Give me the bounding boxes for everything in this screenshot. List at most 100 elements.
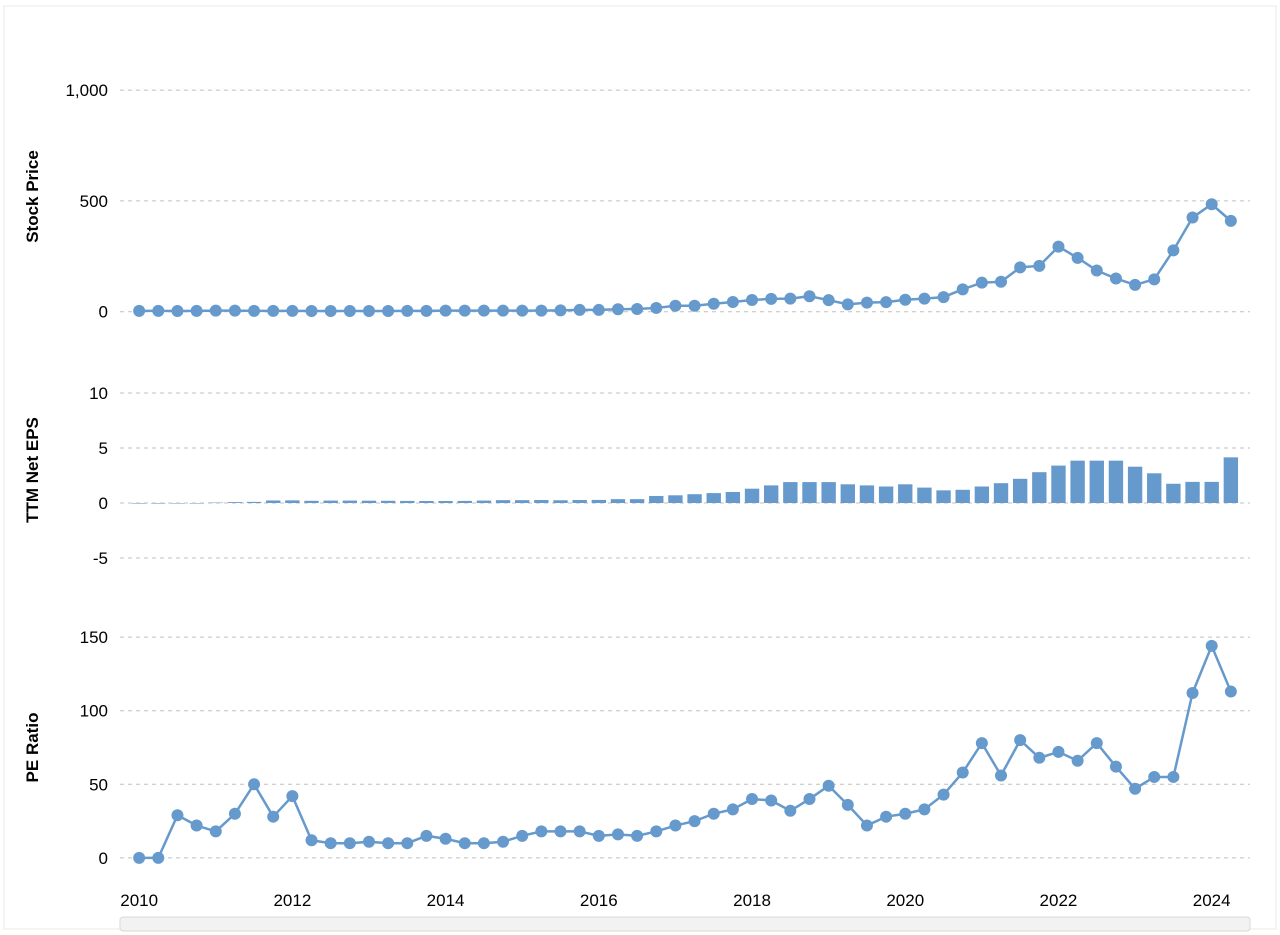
data-point: [574, 304, 586, 316]
data-point: [938, 789, 950, 801]
y-tick-label: 50: [89, 775, 108, 794]
bar: [898, 484, 912, 503]
data-point: [1014, 261, 1026, 273]
bar: [917, 488, 931, 503]
data-point: [880, 811, 892, 823]
bar: [189, 503, 203, 504]
bar: [553, 500, 567, 503]
bar: [956, 490, 970, 503]
data-point: [497, 836, 509, 848]
bar: [745, 489, 759, 503]
data-point: [1072, 755, 1084, 767]
bar: [170, 503, 184, 504]
data-point: [1033, 260, 1045, 272]
bar: [726, 492, 740, 503]
x-tick-label: 2010: [120, 891, 158, 910]
data-point: [1091, 264, 1103, 276]
bar: [381, 501, 395, 503]
data-point: [133, 305, 145, 317]
data-point: [191, 820, 203, 832]
time-range-scrollbar[interactable]: [120, 917, 1250, 931]
bar: [802, 482, 816, 503]
data-point: [555, 825, 567, 837]
data-point: [1148, 273, 1160, 285]
data-point: [382, 837, 394, 849]
data-point: [516, 830, 528, 842]
data-point: [535, 305, 547, 317]
data-point: [286, 305, 298, 317]
data-point: [842, 799, 854, 811]
data-point: [1091, 737, 1103, 749]
data-point: [325, 305, 337, 317]
data-point: [995, 276, 1007, 288]
data-point: [306, 305, 318, 317]
data-point: [842, 298, 854, 310]
bar: [1224, 457, 1238, 503]
data-point: [784, 293, 796, 305]
data-point: [210, 825, 222, 837]
x-tick-label: 2020: [886, 891, 924, 910]
data-point: [689, 815, 701, 827]
x-tick-label: 2024: [1193, 891, 1231, 910]
data-point: [746, 294, 758, 306]
data-point: [497, 305, 509, 317]
data-point: [1187, 687, 1199, 699]
bar: [228, 502, 242, 503]
data-point: [689, 300, 701, 312]
y-tick-label: 500: [80, 192, 108, 211]
data-point: [459, 837, 471, 849]
data-point: [650, 302, 662, 314]
bar: [496, 500, 510, 503]
data-point: [382, 305, 394, 317]
bar: [323, 501, 337, 503]
x-tick-label: 2014: [427, 891, 465, 910]
data-point: [631, 830, 643, 842]
data-point: [1052, 746, 1064, 758]
data-point: [899, 294, 911, 306]
y-tick-label: 1,000: [65, 81, 108, 100]
data-point: [574, 825, 586, 837]
data-point: [1206, 640, 1218, 652]
data-point: [1167, 244, 1179, 256]
data-point: [286, 790, 298, 802]
data-point: [1148, 771, 1160, 783]
bar: [572, 500, 586, 503]
data-point: [191, 305, 203, 317]
data-point: [1187, 212, 1199, 224]
bar: [611, 499, 625, 503]
y-tick-label: -5: [93, 549, 108, 568]
data-point: [669, 300, 681, 312]
data-point: [152, 305, 164, 317]
data-point: [535, 825, 547, 837]
data-point: [593, 830, 605, 842]
y-tick-label: 0: [99, 303, 108, 322]
y-axis-label: Stock Price: [23, 150, 42, 243]
data-point: [880, 296, 892, 308]
data-point: [669, 820, 681, 832]
data-point: [899, 808, 911, 820]
bar: [132, 503, 146, 504]
bar: [821, 482, 835, 503]
data-point: [803, 290, 815, 302]
y-tick-label: 0: [99, 494, 108, 513]
data-point: [401, 837, 413, 849]
data-point: [401, 305, 413, 317]
data-point: [746, 793, 758, 805]
data-point: [918, 803, 930, 815]
data-point: [1225, 215, 1237, 227]
data-point: [995, 769, 1007, 781]
data-point: [420, 830, 432, 842]
bar: [936, 490, 950, 503]
data-point: [210, 305, 222, 317]
bar: [994, 483, 1008, 503]
bar: [304, 501, 318, 503]
bar: [1205, 482, 1219, 503]
data-point: [229, 305, 241, 317]
data-point: [976, 737, 988, 749]
bar: [285, 500, 299, 503]
stacked-financial-chart: 05001,000Stock Price-50510TTM Net EPS050…: [0, 0, 1280, 935]
bar: [1090, 461, 1104, 503]
data-point: [803, 793, 815, 805]
bar: [841, 484, 855, 503]
bar: [400, 501, 414, 503]
